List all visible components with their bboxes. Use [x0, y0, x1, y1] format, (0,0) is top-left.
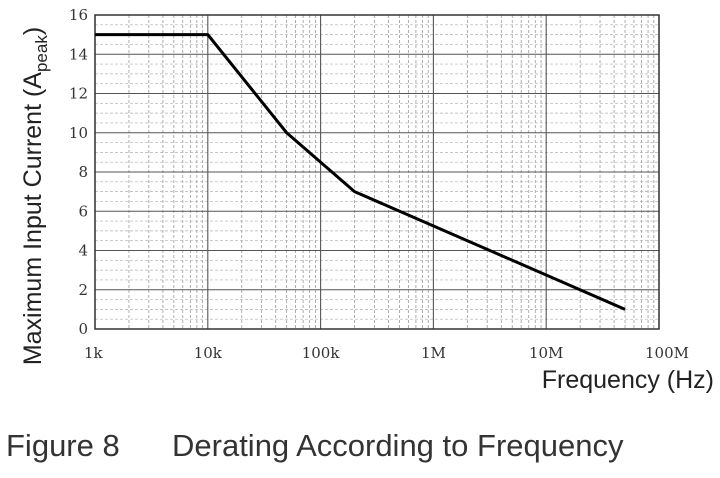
derating-chart: 0 2 4 6 8 10 12 14 16 1k 10k 100k 1M 10M 100M Maximum… — [19, 6, 714, 394]
y-tick-label: 10 — [69, 124, 88, 142]
x-tick-label: 1M — [421, 344, 446, 362]
y-tick-label: 2 — [78, 281, 88, 299]
x-tick-label: 10k — [194, 344, 223, 362]
y-axis-title: Maximum Input Current (Apeak) — [19, 27, 51, 365]
y-tick-label: 4 — [78, 242, 88, 260]
y-tick-label: 16 — [69, 6, 88, 24]
x-tick-label: 100k — [302, 344, 341, 362]
series-line — [95, 33, 626, 311]
x-tick-labels: 1k 10k 100k 1M 10M 100M — [84, 344, 689, 362]
y-tick-label: 6 — [78, 202, 88, 220]
series-layer — [95, 33, 626, 311]
x-axis-title: Frequency (Hz) — [542, 366, 714, 394]
y-tick-label: 14 — [69, 45, 88, 63]
x-tick-label: 10M — [529, 344, 563, 362]
x-tick-label: 100M — [645, 344, 689, 362]
y-tick-label: 0 — [78, 320, 88, 338]
figure-title: Derating According to Frequency — [172, 428, 624, 463]
grid-major — [94, 14, 660, 330]
figure-caption: Figure 8 Derating According to Frequency — [6, 428, 623, 464]
y-tick-label: 8 — [78, 163, 88, 181]
y-tick-labels: 0 2 4 6 8 10 12 14 16 — [69, 6, 88, 338]
plot-frame — [94, 14, 660, 330]
x-tick-label: 1k — [84, 344, 104, 362]
figure-number: Figure 8 — [6, 428, 120, 463]
y-tick-label: 12 — [69, 85, 88, 103]
